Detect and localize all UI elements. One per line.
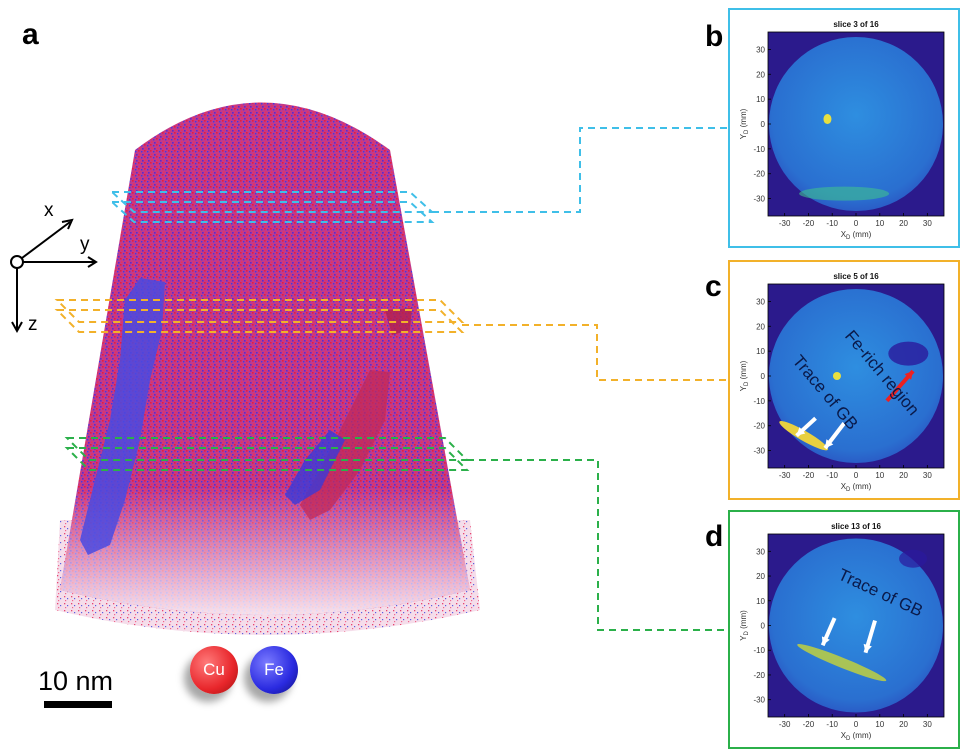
panel-label-b: b <box>705 20 724 53</box>
y-tick-label: 30 <box>756 297 765 306</box>
panel-label-d: d <box>705 520 724 553</box>
x-axis-label: XD (mm) <box>841 731 872 742</box>
slice-title: slice 3 of 16 <box>833 20 879 29</box>
x-tick-label: 30 <box>923 471 932 480</box>
x-tick-label: -10 <box>826 471 838 480</box>
y-tick-label: 10 <box>756 95 765 104</box>
x-tick-label: 0 <box>854 720 859 729</box>
slice-title: slice 13 of 16 <box>831 522 881 531</box>
scale-bar-label: 10 nm <box>38 666 114 696</box>
axis-z-label: z <box>28 314 38 335</box>
white-arrow <box>863 643 872 653</box>
slice-plane-c <box>54 299 730 381</box>
gb-trace <box>779 421 829 451</box>
detector-map-d: slice 13 of 16 -30 -20 -10 0 10 20 30 30 20 10 0 -10… <box>728 510 960 749</box>
x-tick-label: 30 <box>923 219 932 228</box>
panel-label-a: a <box>22 18 39 51</box>
x-tick-label: -30 <box>779 219 791 228</box>
axis-y-label: y <box>80 234 90 255</box>
x-axis-label: XD (mm) <box>841 482 872 493</box>
fe-isosurface-left <box>80 278 165 555</box>
y-tick-label: -30 <box>753 447 765 456</box>
legend-fe: Fe <box>250 646 298 694</box>
x-tick-label: 10 <box>875 471 884 480</box>
white-arrow <box>821 636 830 646</box>
y-tick-label: 30 <box>756 45 765 54</box>
red-arrow <box>904 371 914 380</box>
x-tick-label: -10 <box>826 720 838 729</box>
y-tick-label: 0 <box>761 120 766 129</box>
y-tick-label: 20 <box>756 572 765 581</box>
y-tick-label: -30 <box>753 696 765 705</box>
slice-plane-d <box>64 437 730 631</box>
x-tick-label: 20 <box>899 471 908 480</box>
y-tick-label: -20 <box>753 671 765 680</box>
y-tick-label: 0 <box>761 622 766 631</box>
y-tick-label: -20 <box>753 422 765 431</box>
y-tick-label: -10 <box>753 145 765 154</box>
x-tick-label: -20 <box>803 219 815 228</box>
slice-title: slice 5 of 16 <box>833 272 879 281</box>
legend-cu: Cu <box>190 646 238 694</box>
x-tick-label: 20 <box>899 720 908 729</box>
x-tick-label: -30 <box>779 720 791 729</box>
y-axis-label: YD (mm) <box>739 360 750 391</box>
y-tick-label: -20 <box>753 170 765 179</box>
y-tick-label: 20 <box>756 70 765 79</box>
detector-hit-map <box>769 538 943 713</box>
detector-hit-map <box>769 289 943 463</box>
y-axis-label: YD (mm) <box>739 610 750 641</box>
y-tick-label: -10 <box>753 397 765 406</box>
gb-trace <box>797 644 887 682</box>
x-tick-label: 20 <box>899 219 908 228</box>
x-axis-label: XD (mm) <box>841 230 872 241</box>
detector-map-c: slice 5 of 16 -30 -20 -10 0 10 20 30 30 20 10 0 -10 -… <box>728 260 960 500</box>
white-arrow <box>825 439 834 449</box>
x-tick-label: 10 <box>875 720 884 729</box>
y-tick-label: 30 <box>756 547 765 556</box>
y-tick-label: 10 <box>756 347 765 356</box>
x-tick-label: -30 <box>779 471 791 480</box>
coordinate-axes <box>10 218 98 334</box>
detector-map-b: slice 3 of 16 -30 -20 -10 0 10 20 30 30 20 10 0 -10 -… <box>728 8 960 248</box>
axis-x-label: x <box>44 200 54 221</box>
y-tick-label: 20 <box>756 322 765 331</box>
x-tick-label: 0 <box>854 471 859 480</box>
x-tick-label: -20 <box>803 471 815 480</box>
x-tick-label: -20 <box>803 720 815 729</box>
y-tick-label: 0 <box>761 372 766 381</box>
scale-bar <box>44 701 112 708</box>
x-tick-label: 30 <box>923 720 932 729</box>
y-tick-label: -30 <box>753 195 765 204</box>
panel-label-c: c <box>705 270 722 303</box>
y-axis-label: YD (mm) <box>739 108 750 139</box>
x-tick-label: 0 <box>854 219 859 228</box>
x-tick-label: -10 <box>826 219 838 228</box>
slice-plane-b <box>109 127 730 223</box>
y-tick-label: 10 <box>756 597 765 606</box>
white-arrow <box>796 427 806 436</box>
y-tick-label: -10 <box>753 646 765 655</box>
detector-hit-map <box>769 37 943 211</box>
hotspot <box>823 114 832 125</box>
x-tick-label: 10 <box>875 219 884 228</box>
